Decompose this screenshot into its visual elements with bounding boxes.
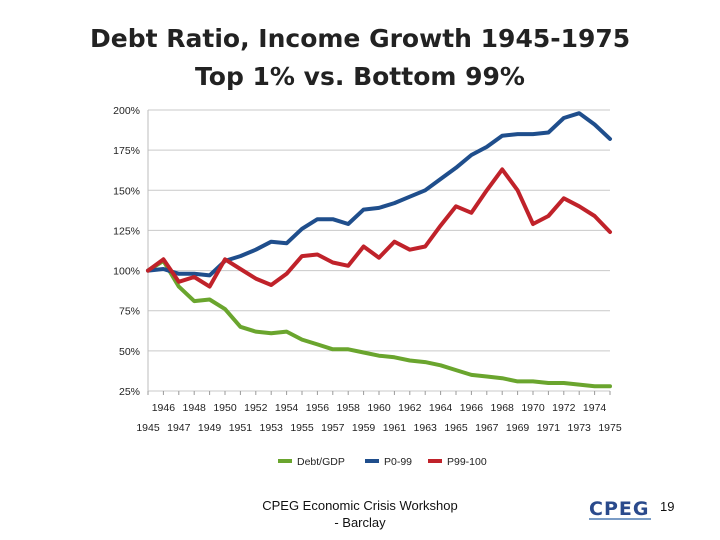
x-tick-label: 1957 <box>321 422 345 434</box>
footer-caption-line-2: - Barclay <box>334 515 386 530</box>
series-line-debt-gdp <box>146 258 612 389</box>
chart-title-line-1: Debt Ratio, Income Growth 1945-1975 <box>90 24 631 53</box>
x-tick-label: 1975 <box>598 422 622 434</box>
x-tick-label: 1969 <box>506 422 530 434</box>
series-line-p0-99 <box>146 111 612 278</box>
x-tick-label: 1946 <box>152 402 176 414</box>
x-tick-label: 1950 <box>213 402 237 414</box>
series-lines <box>146 111 612 389</box>
x-tick-label: 1971 <box>537 422 561 434</box>
x-tick-label: 1959 <box>352 422 376 434</box>
x-tick-label: 1966 <box>460 402 484 414</box>
legend-label: Debt/GDP <box>297 456 345 468</box>
x-tick-label: 1974 <box>583 402 607 414</box>
x-tick-label: 1967 <box>475 422 499 434</box>
legend-label: P0-99 <box>384 456 412 468</box>
x-tick-label: 1955 <box>290 422 314 434</box>
x-tick-label: 1951 <box>229 422 253 434</box>
x-tick-label: 1949 <box>198 422 222 434</box>
y-tick-label: 100% <box>113 266 140 278</box>
y-tick-label: 125% <box>113 225 140 237</box>
logo-text: CPEG <box>589 498 649 520</box>
x-tick-label: 1962 <box>398 402 422 414</box>
cpeg-logo: CPEG <box>587 496 657 522</box>
y-tick-label: 50% <box>119 346 140 358</box>
x-tick-label: 1948 <box>183 402 207 414</box>
grid-lines <box>148 109 610 392</box>
page-number: 19 <box>660 499 675 514</box>
x-tick-label: 1954 <box>275 402 299 414</box>
x-tick-label: 1947 <box>167 422 191 434</box>
legend: Debt/GDP P0-99 P99-100 <box>278 456 487 468</box>
x-tick-label: 1972 <box>552 402 576 414</box>
x-tick-label: 1963 <box>414 422 438 434</box>
chart-title-line-2: Top 1% vs. Bottom 99% <box>195 62 525 91</box>
y-tick-label: 75% <box>119 306 140 318</box>
x-tick-label: 1961 <box>383 422 407 434</box>
x-tick-label: 1956 <box>306 402 330 414</box>
x-tick-label: 1973 <box>568 422 592 434</box>
x-tick-label: 1964 <box>429 402 453 414</box>
footer-caption: CPEG Economic Crisis Workshop - Barclay <box>240 497 480 531</box>
legend-label: P99-100 <box>447 456 487 468</box>
series-line-p99-100 <box>146 167 612 289</box>
y-axis: 25% 50% 75% 100% 125% 150% 175% 200% <box>113 105 149 398</box>
x-axis: 1946 1948 1950 1952 1954 1956 1958 1960 1962 1964… <box>136 391 622 434</box>
y-tick-label: 25% <box>119 386 140 398</box>
footer-caption-line-1: CPEG Economic Crisis Workshop <box>262 498 458 513</box>
x-tick-label: 1970 <box>521 402 545 414</box>
x-tick-label: 1945 <box>136 422 160 434</box>
y-tick-label: 175% <box>113 145 140 157</box>
x-tick-label: 1952 <box>244 402 268 414</box>
chart-title: Debt Ratio, Income Growth 1945-1975 Top … <box>90 20 630 96</box>
x-tick-label: 1960 <box>367 402 391 414</box>
y-tick-label: 150% <box>113 185 140 197</box>
x-tick-label: 1953 <box>260 422 284 434</box>
y-tick-label: 200% <box>113 105 140 117</box>
x-tick-label: 1968 <box>491 402 515 414</box>
x-tick-label: 1958 <box>337 402 361 414</box>
x-tick-label: 1965 <box>444 422 468 434</box>
